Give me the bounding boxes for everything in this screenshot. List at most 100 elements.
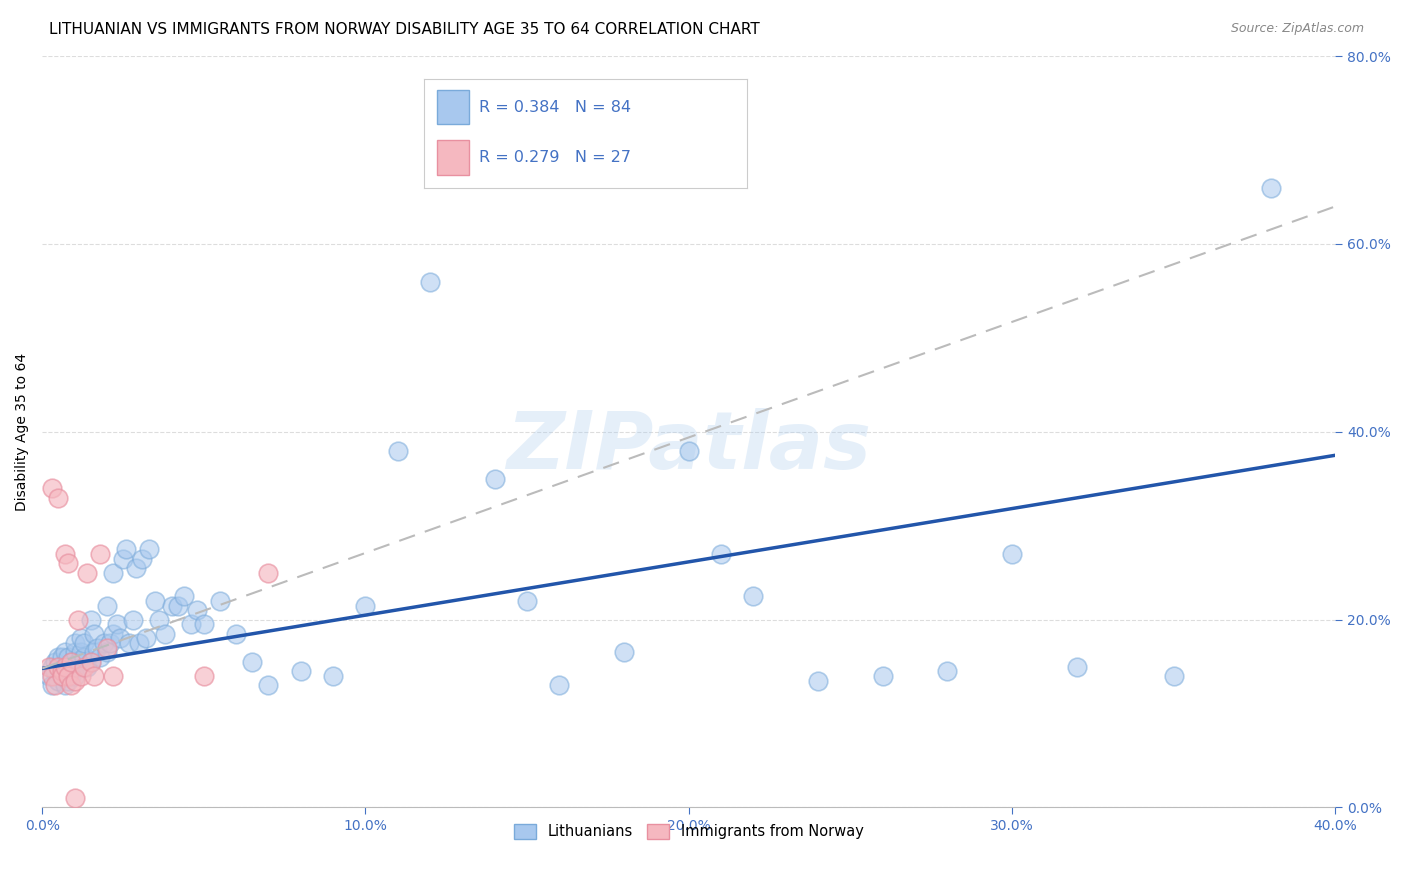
Point (60, 669, 83, 683)
Point (41, 481, 63, 495)
Point (108, 632, 131, 646)
Point (41, 678, 63, 692)
Point (60, 678, 83, 692)
Point (128, 636, 150, 650)
Point (51, 665, 73, 679)
Point (73, 659, 96, 673)
Point (193, 617, 215, 632)
Point (1163, 669, 1185, 683)
Point (678, 443, 700, 458)
Point (111, 551, 134, 566)
Point (86, 640, 108, 655)
Point (83, 669, 105, 683)
Point (710, 547, 733, 561)
Text: LITHUANIAN VS IMMIGRANTS FROM NORWAY DISABILITY AGE 35 TO 64 CORRELATION CHART: LITHUANIAN VS IMMIGRANTS FROM NORWAY DIS… (49, 22, 761, 37)
Point (354, 599, 377, 613)
Point (160, 599, 183, 613)
Point (225, 626, 247, 640)
Point (44, 665, 66, 679)
Point (41, 669, 63, 683)
Point (89, 650, 111, 665)
Point (51, 669, 73, 683)
Point (56, 665, 79, 679)
Point (56, 556, 79, 570)
Text: ZIPatlas: ZIPatlas (506, 408, 872, 486)
Point (118, 636, 141, 650)
Point (484, 472, 506, 486)
Point (60, 655, 83, 669)
Point (96, 640, 118, 655)
Text: Source: ZipAtlas.com: Source: ZipAtlas.com (1230, 22, 1364, 36)
Point (63, 645, 86, 659)
Point (872, 669, 894, 683)
Point (53, 678, 76, 692)
Point (105, 617, 128, 632)
Point (63, 673, 86, 688)
Point (290, 665, 312, 679)
Point (180, 617, 202, 632)
Point (56, 650, 79, 665)
Point (83, 626, 105, 640)
Point (115, 542, 138, 557)
Point (70, 645, 93, 659)
Point (419, 275, 441, 289)
Point (48, 673, 70, 688)
Point (53, 659, 76, 673)
Point (516, 594, 538, 608)
Point (240, 655, 263, 669)
Point (56, 669, 79, 683)
Point (48, 491, 70, 505)
Point (79, 655, 101, 669)
Y-axis label: Disability Age 35 to 64: Disability Age 35 to 64 (15, 352, 30, 511)
Point (153, 626, 176, 640)
Point (70, 669, 93, 683)
Point (138, 542, 160, 557)
Point (257, 678, 280, 692)
Point (56, 673, 79, 688)
Point (66, 613, 89, 627)
Point (63, 669, 86, 683)
Point (186, 603, 208, 617)
Point (41, 659, 63, 673)
Point (60, 655, 83, 669)
Point (93, 636, 115, 650)
Point (148, 613, 170, 627)
Point (322, 669, 344, 683)
Point (167, 599, 190, 613)
Point (1260, 180, 1282, 194)
Point (89, 547, 111, 561)
Point (51, 669, 73, 683)
Point (103, 626, 125, 640)
Point (135, 632, 157, 646)
Point (208, 594, 231, 608)
Point (63, 636, 86, 650)
Point (613, 645, 636, 659)
Legend: Lithuanians, Immigrants from Norway: Lithuanians, Immigrants from Norway (508, 818, 869, 846)
Point (103, 566, 125, 580)
Point (70, 632, 93, 646)
Point (63, 791, 86, 805)
Point (98, 636, 121, 650)
Point (53, 659, 76, 673)
Point (48, 650, 70, 665)
Point (63, 659, 86, 673)
Point (38, 659, 60, 673)
Point (143, 594, 166, 608)
Point (387, 443, 409, 458)
Point (48, 659, 70, 673)
Point (73, 636, 96, 650)
Point (76, 659, 98, 673)
Point (48, 659, 70, 673)
Point (807, 673, 830, 688)
Point (53, 547, 76, 561)
Point (742, 589, 765, 603)
Point (76, 566, 98, 580)
Point (83, 645, 105, 659)
Point (125, 561, 148, 575)
Point (121, 613, 143, 627)
Point (73, 650, 96, 665)
Point (60, 665, 83, 679)
Point (51, 650, 73, 665)
Point (193, 669, 215, 683)
Point (53, 645, 76, 659)
